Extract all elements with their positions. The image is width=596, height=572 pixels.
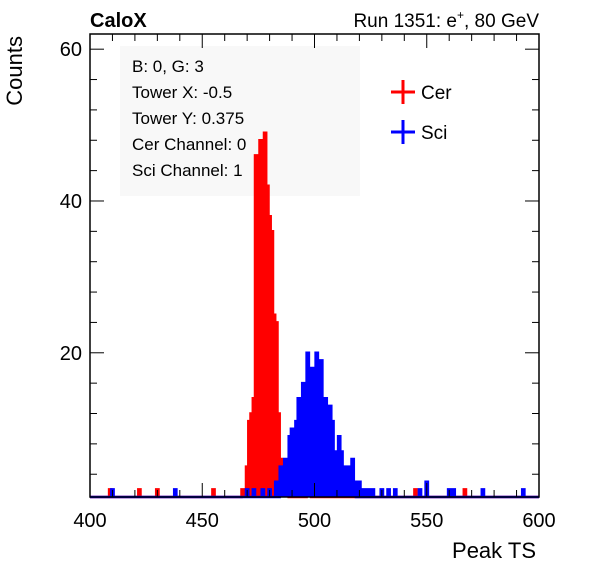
info-box: B: 0, G: 3 Tower X: -0.5 Tower Y: 0.375 Cer… (132, 57, 246, 180)
axis-layer: 400 450 500 550 600 20 40 60 (60, 34, 556, 532)
data-point (211, 488, 215, 497)
x-tick-label: 400 (73, 510, 106, 532)
data-point (274, 481, 278, 497)
info-line-4: Sci Channel: 1 (132, 161, 243, 180)
data-point (371, 488, 375, 497)
legend-label: Sci (421, 123, 447, 144)
data-point (366, 488, 370, 497)
legend: Cer Sci (391, 80, 452, 144)
data-point (521, 488, 525, 497)
data-point (353, 481, 357, 497)
info-line-1: Tower X: -0.5 (132, 83, 232, 102)
data-point (173, 488, 177, 497)
data-point (463, 488, 467, 497)
legend-item-cer: Cer (391, 80, 452, 104)
legend-item-sci: Sci (391, 120, 447, 144)
x-tick-label: 500 (298, 510, 331, 532)
data-point (414, 488, 418, 497)
data-point (481, 488, 485, 497)
y-tick-label: 60 (60, 39, 82, 61)
info-line-2: Tower Y: 0.375 (132, 109, 244, 128)
data-point (261, 488, 265, 497)
header-run: Run 1351: e (353, 11, 457, 32)
y-tick-label: 20 (60, 343, 82, 365)
info-line-0: B: 0, G: 3 (132, 57, 204, 76)
header-energy: , 80 GeV (464, 11, 539, 32)
data-point (252, 488, 256, 497)
x-tick-label: 450 (186, 510, 219, 532)
header-sup: + (457, 8, 464, 22)
data-point (387, 488, 391, 497)
x-tick-label: 550 (410, 510, 443, 532)
info-line-3: Cer Channel: 0 (132, 135, 246, 154)
x-axis-label: Peak TS (452, 538, 536, 563)
info-box-bg (120, 46, 360, 196)
series-sci (90, 351, 539, 499)
data-point (393, 488, 397, 497)
data-point (418, 488, 422, 497)
legend-label: Cer (421, 83, 452, 104)
data-point (362, 488, 366, 497)
y-tick-label: 40 (60, 191, 82, 213)
x-tick-label: 600 (522, 510, 555, 532)
data-point (137, 488, 141, 497)
y-axis-label: Counts (2, 36, 27, 106)
header-left-title: CaloX (90, 10, 147, 32)
data-point (452, 488, 456, 497)
header-right-title: Run 1351: e+, 80 GeV (353, 8, 539, 32)
